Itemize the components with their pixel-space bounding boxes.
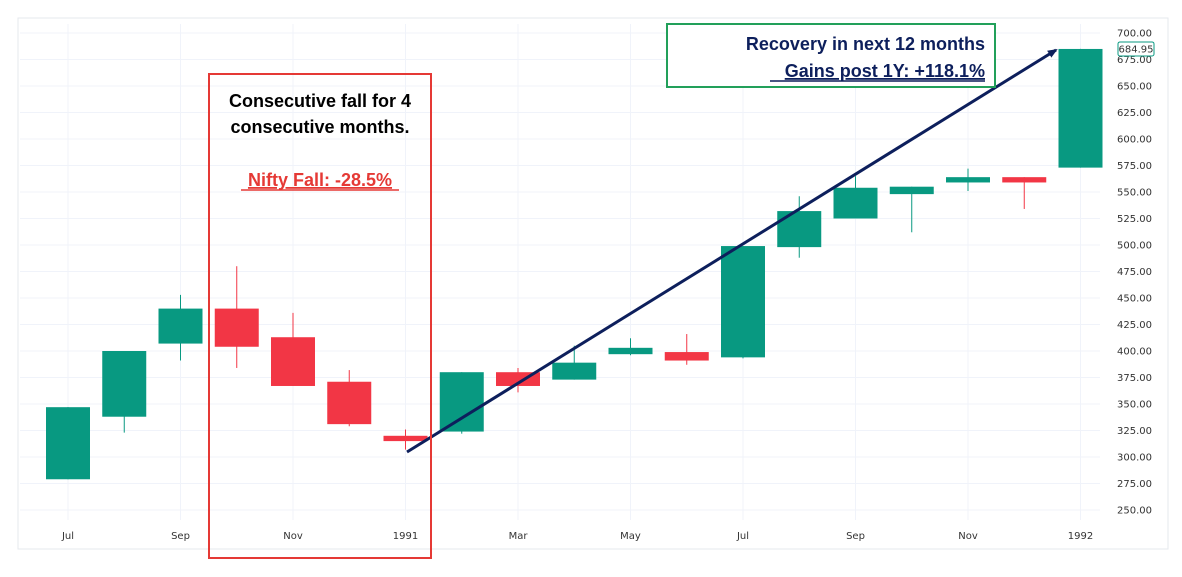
candle-body: [102, 351, 147, 417]
candle: [46, 407, 90, 480]
candle-body: [1002, 177, 1047, 183]
candle-body: [383, 435, 428, 442]
candle: [946, 168, 990, 191]
candle: [721, 246, 765, 359]
recovery-arrow: [406, 48, 1058, 454]
candle-body: [721, 246, 765, 358]
candle: [833, 176, 878, 219]
candle-body: [439, 372, 484, 432]
candle: [439, 372, 484, 434]
y-tick-label: 625.00: [1117, 108, 1152, 119]
y-tick-label: 250.00: [1117, 506, 1152, 517]
gains-text: Gains post 1Y: +118.1%: [785, 61, 985, 81]
y-tick-label: 675.00: [1117, 55, 1152, 66]
candle-body: [158, 308, 203, 344]
y-tick-label: 400.00: [1117, 347, 1152, 358]
y-tick-label: 425.00: [1117, 320, 1152, 331]
y-tick-label: 700.00: [1117, 29, 1152, 40]
y-tick-label: 575.00: [1117, 161, 1152, 172]
y-tick-label: 350.00: [1117, 400, 1152, 411]
candle: [102, 351, 147, 433]
candle-body: [608, 347, 653, 355]
x-tick-label: Sep: [171, 531, 190, 542]
x-tick-label: Nov: [958, 531, 978, 542]
y-tick-label: 650.00: [1117, 82, 1152, 93]
last-price-tag: 684.95: [1117, 41, 1155, 57]
fall-annotation-box: [208, 73, 432, 559]
y-tick-label: 325.00: [1117, 426, 1152, 437]
candle: [1002, 177, 1047, 209]
x-tick-label: 1992: [1068, 531, 1093, 542]
x-tick-label: May: [620, 531, 641, 542]
y-tick-label: 300.00: [1117, 453, 1152, 464]
x-tick-label: 1991: [393, 531, 418, 542]
x-tick-label: Nov: [283, 531, 303, 542]
fall-annotation: Consecutive fall for 4 consecutive month…: [208, 73, 432, 559]
y-tick-label: 525.00: [1117, 214, 1152, 225]
y-tick-label: 375.00: [1117, 373, 1152, 384]
y-tick-label: 550.00: [1117, 188, 1152, 199]
x-tick-label: Jul: [61, 531, 74, 542]
candle: [214, 266, 259, 368]
candle: [271, 312, 315, 386]
candle: [664, 334, 709, 365]
candle-body: [552, 362, 597, 380]
y-tick-label: 500.00: [1117, 241, 1152, 252]
y-axis: 250.00 275.00 300.00 325.00 350.00 375.00 400.…: [1117, 29, 1152, 517]
candle-body: [946, 177, 990, 183]
x-tick-label: Sep: [846, 531, 865, 542]
y-tick-label: 600.00: [1117, 135, 1152, 146]
last-price-label: 684.95: [1119, 44, 1154, 55]
candle-body: [271, 337, 315, 386]
candle-body: [777, 211, 822, 248]
recovery-text-line1: Recovery in next 12 months: [746, 34, 985, 54]
candle-body: [214, 308, 259, 347]
x-axis: Jul Sep Nov 1991 Mar May Jul Sep Nov 1992: [61, 531, 1093, 542]
recovery-annotation-box: [666, 23, 996, 88]
candle-body: [1058, 48, 1103, 168]
candle: [327, 370, 372, 427]
candle-body: [664, 352, 709, 361]
candle-body: [833, 187, 878, 219]
candle: [608, 338, 653, 356]
candle: [889, 186, 934, 233]
candle-body: [46, 407, 90, 480]
candle-body: [889, 186, 934, 195]
candles: [46, 48, 1103, 480]
y-tick-label: 450.00: [1117, 294, 1152, 305]
candle: [552, 345, 597, 380]
candle-body: [327, 381, 372, 425]
nifty-fall-text: Nifty Fall: -28.5%: [248, 170, 392, 190]
candle: [383, 429, 428, 450]
recovery-annotation: Recovery in next 12 months Gains post 1Y…: [666, 23, 996, 88]
fall-text-line2: consecutive months.: [230, 117, 409, 137]
chart-frame: [17, 17, 1169, 550]
x-tick-label: Jul: [736, 531, 749, 542]
candle: [1058, 48, 1103, 168]
fall-text-line1: Consecutive fall for 4: [229, 91, 411, 111]
x-tick-label: Mar: [509, 531, 529, 542]
y-tick-label: 475.00: [1117, 267, 1152, 278]
candle: [158, 294, 203, 361]
y-tick-label: 275.00: [1117, 479, 1152, 490]
